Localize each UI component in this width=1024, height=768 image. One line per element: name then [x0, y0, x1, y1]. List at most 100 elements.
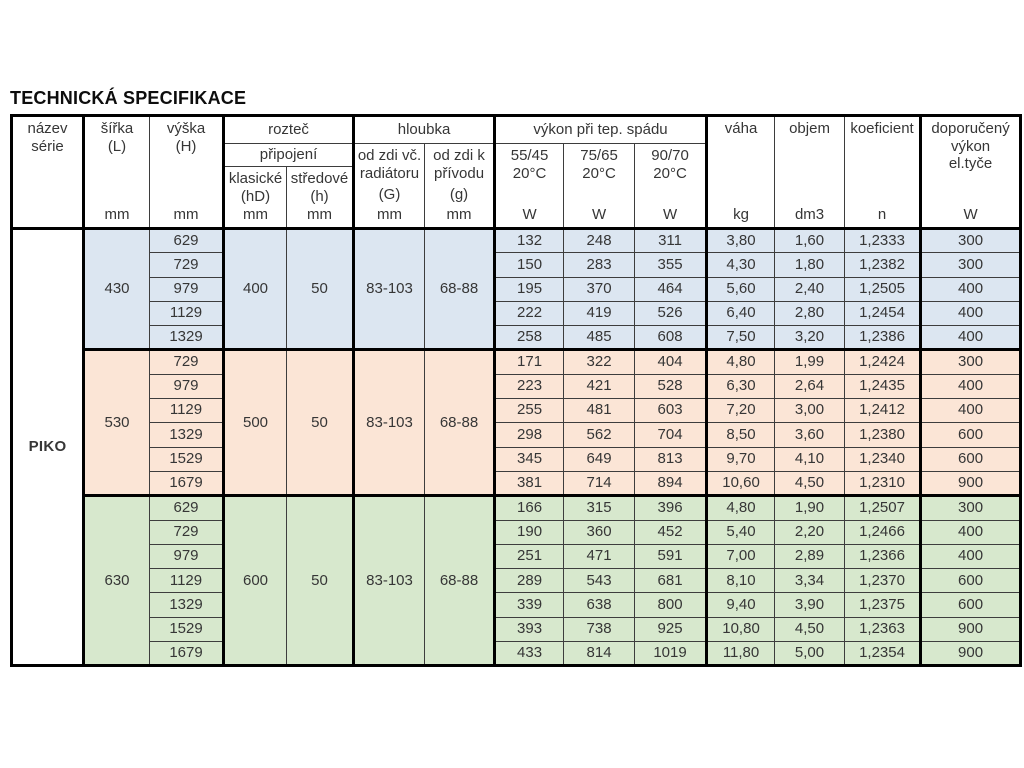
spec-table-body: PIKO 430 629 400 50 83-103 68-88 132 248 311 3,80 1… — [11, 226, 1022, 667]
coefficient-cell: 1,2412 — [844, 398, 922, 424]
pitch-classic-cell: 500 — [222, 348, 287, 497]
height-cell: 1329 — [149, 422, 224, 448]
height-cell: 1529 — [149, 446, 224, 472]
header-power-5545-column: 55/45 20°C W — [493, 143, 565, 229]
height-cell: 1679 — [149, 641, 224, 667]
power-9070-cell: 1019 — [634, 641, 708, 667]
header-classic-sub: (hD) — [240, 188, 271, 206]
pitch-classic-cell: 400 — [222, 226, 287, 351]
header-width-unit: mm — [104, 206, 130, 224]
volume-cell: 1,90 — [774, 494, 846, 521]
header-power-group: výkon při tep. spádu — [493, 115, 708, 144]
pitch-classic-cell: 600 — [222, 494, 287, 667]
coefficient-cell: 1,2435 — [844, 373, 922, 400]
power-5545-cell: 381 — [493, 470, 565, 497]
header-weight-column: váha kg — [705, 115, 776, 229]
power-7565-cell: 248 — [563, 226, 636, 254]
volume-cell: 2,40 — [774, 276, 846, 302]
power-7565-cell: 471 — [563, 543, 636, 570]
header-depth-incl-sub: (G) — [378, 185, 401, 203]
coefficient-cell: 1,2363 — [844, 616, 922, 643]
height-cell: 979 — [149, 543, 224, 570]
header-coefficient-column: koeficient n — [844, 115, 922, 229]
height-cell: 729 — [149, 348, 224, 375]
header-series-line1: název — [27, 120, 68, 137]
header-depth-supply-unit: mm — [446, 206, 472, 224]
weight-cell: 7,50 — [705, 325, 776, 351]
coefficient-cell: 1,2382 — [844, 252, 922, 278]
power-7565-cell: 370 — [563, 276, 636, 302]
volume-cell: 4,50 — [774, 470, 846, 497]
power-9070-cell: 396 — [634, 494, 708, 521]
power-5545-cell: 393 — [493, 616, 565, 643]
header-depth-supply-sub: (g) — [449, 185, 469, 203]
power-9070-cell: 800 — [634, 592, 708, 618]
volume-cell: 5,00 — [774, 641, 846, 667]
volume-cell: 1,99 — [774, 348, 846, 375]
header-width-column: šířka (L) mm — [82, 115, 150, 229]
power-7565-cell: 322 — [563, 348, 636, 375]
header-depth-incl-column: od zdi vč. radiátoru (G) mm — [352, 143, 426, 229]
header-weight-label: váha — [724, 120, 758, 137]
volume-cell: 4,10 — [774, 446, 846, 472]
power-5545-cell: 166 — [493, 494, 565, 521]
height-cell: 629 — [149, 226, 224, 254]
coefficient-cell: 1,2310 — [844, 470, 922, 497]
power-7565-cell: 738 — [563, 616, 636, 643]
page-title: TECHNICKÁ SPECIFIKACE — [10, 88, 247, 108]
header-pitch-subgroup: připojení — [221, 143, 355, 167]
rec-power-cell: 400 — [919, 325, 1022, 351]
header-power-9070-unit: W — [662, 206, 678, 224]
power-7565-cell: 360 — [563, 519, 636, 545]
header-power-5545-line1: 55/45 — [510, 147, 549, 164]
power-9070-cell: 925 — [634, 616, 708, 643]
rec-power-cell: 600 — [919, 422, 1022, 448]
weight-cell: 5,40 — [705, 519, 776, 545]
header-height-column: výška (H) mm — [149, 115, 224, 229]
power-5545-cell: 339 — [493, 592, 565, 618]
power-9070-cell: 355 — [634, 252, 708, 278]
rec-power-cell: 400 — [919, 398, 1022, 424]
header-width-sub: (L) — [107, 137, 127, 155]
weight-cell: 3,80 — [705, 226, 776, 254]
header-classic-unit: mm — [243, 206, 268, 224]
power-7565-cell: 315 — [563, 494, 636, 521]
power-5545-cell: 255 — [493, 398, 565, 424]
rec-power-cell: 400 — [919, 300, 1022, 327]
header-depth-supply-line1: od zdi k — [433, 147, 485, 164]
weight-cell: 11,80 — [705, 641, 776, 667]
header-power-7565-line1: 75/65 — [580, 147, 618, 164]
header-recommended-line1: doporučený — [931, 120, 1010, 137]
header-height-sub: (H) — [175, 137, 197, 155]
spec-table: název série šířka (L) mm výška (H) — [10, 114, 1023, 668]
header-power-9070-column: 90/70 20°C W — [634, 143, 708, 229]
power-9070-cell: 603 — [634, 398, 708, 424]
height-cell: 1679 — [149, 470, 224, 497]
header-weight-unit: kg — [733, 206, 749, 224]
power-7565-cell: 814 — [563, 641, 636, 667]
power-9070-cell: 464 — [634, 276, 708, 302]
rec-power-cell: 900 — [919, 641, 1022, 667]
header-recommended-unit: W — [963, 206, 978, 224]
coefficient-cell: 1,2366 — [844, 543, 922, 570]
rec-power-cell: 600 — [919, 592, 1022, 618]
power-7565-cell: 543 — [563, 568, 636, 594]
height-cell: 1129 — [149, 300, 224, 327]
weight-cell: 6,30 — [705, 373, 776, 400]
series-name-cell: PIKO — [11, 226, 84, 667]
coefficient-cell: 1,2424 — [844, 348, 922, 375]
header-series-line2: série — [31, 137, 64, 155]
volume-cell: 4,50 — [774, 616, 846, 643]
pitch-central-cell: 50 — [285, 226, 355, 351]
height-cell: 729 — [149, 519, 224, 545]
coefficient-cell: 1,2340 — [844, 446, 922, 472]
power-9070-cell: 681 — [634, 568, 708, 594]
coefficient-cell: 1,2370 — [844, 568, 922, 594]
header-power-5545-unit: W — [522, 206, 537, 224]
rec-power-cell: 900 — [919, 470, 1022, 497]
height-cell: 1329 — [149, 325, 224, 351]
power-5545-cell: 195 — [493, 276, 565, 302]
coefficient-cell: 1,2354 — [844, 641, 922, 667]
volume-cell: 1,80 — [774, 252, 846, 278]
power-5545-cell: 132 — [493, 226, 565, 254]
